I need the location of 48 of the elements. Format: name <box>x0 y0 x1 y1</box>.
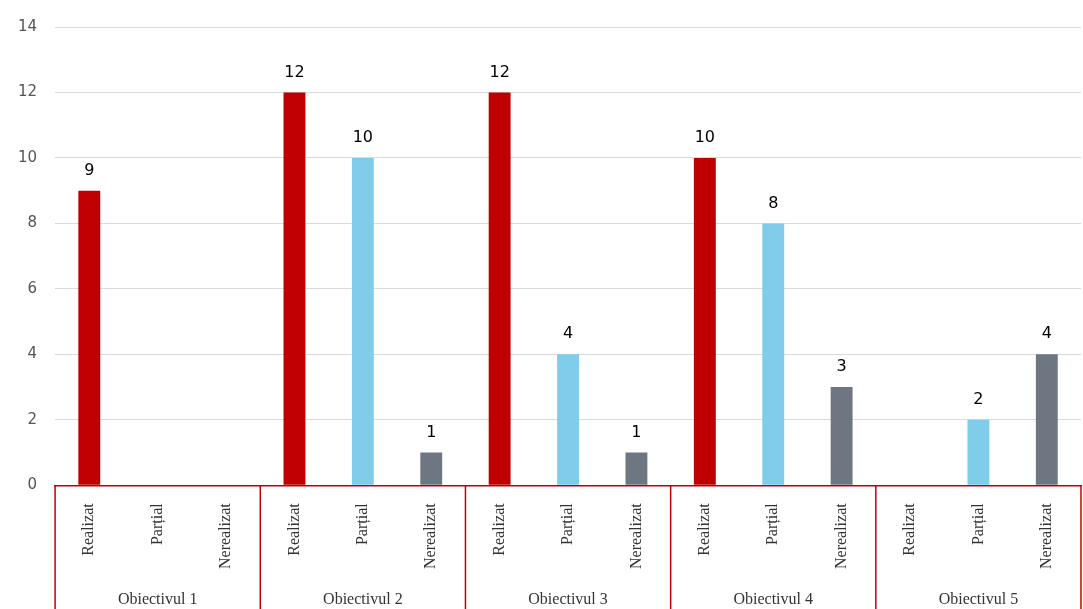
x-tick-label: Realizat <box>79 502 97 556</box>
data-label: 2 <box>973 388 984 408</box>
data-label: 4 <box>1041 323 1052 343</box>
x-tick-label: Realizat <box>900 502 918 556</box>
x-tick-label: Nerealizat <box>421 502 439 570</box>
x-tick-label: Nerealizat <box>216 502 234 570</box>
text: Obiectivul 4 <box>733 590 813 608</box>
bar <box>420 452 443 485</box>
x-tick-label: Parțial <box>147 502 166 546</box>
y-tick-label: 12 <box>17 82 38 101</box>
bar <box>967 419 990 485</box>
bar <box>830 387 853 485</box>
x-tick-label: Realizat <box>284 502 302 556</box>
data-label: 4 <box>562 323 574 343</box>
text: Obiectivul 5 <box>938 590 1019 608</box>
bar <box>762 223 785 485</box>
y-tick-label: 6 <box>27 278 38 297</box>
x-tick-label: Nerealizat <box>1037 502 1055 570</box>
data-label: 8 <box>768 192 779 212</box>
bar <box>557 354 579 485</box>
x-tick-label: Parțial <box>763 502 782 546</box>
x-tick-label: Realizat <box>489 502 507 556</box>
y-tick-label: 8 <box>27 213 38 232</box>
bar <box>1035 354 1058 485</box>
x-tick-label: Realizat <box>695 502 713 556</box>
text: Obiectivul 1 <box>117 590 198 608</box>
data-label: 1 <box>631 421 642 441</box>
data-label: 12 <box>489 61 510 81</box>
x-tick-label: Nerealizat <box>831 502 849 570</box>
data-label: 3 <box>836 356 847 376</box>
bar <box>351 157 374 485</box>
y-tick-label: 4 <box>27 344 38 363</box>
y-tick-label: 10 <box>17 147 38 166</box>
y-tick-label: 0 <box>27 475 38 494</box>
bar <box>625 452 648 485</box>
data-label: 12 <box>284 61 305 81</box>
x-tick-label: Parțial <box>558 502 577 546</box>
x-tick-label: Nerealizat <box>626 502 644 570</box>
text: Obiectivul 3 <box>528 590 608 608</box>
data-label: 1 <box>426 421 437 441</box>
data-label: 10 <box>694 127 716 147</box>
y-tick-label: 2 <box>27 409 38 428</box>
x-tick-label: Parțial <box>353 502 372 546</box>
data-label: 10 <box>352 127 374 147</box>
y-tick-label: 14 <box>17 16 38 35</box>
data-label: 9 <box>84 159 95 179</box>
x-tick-label: Parțial <box>968 502 987 546</box>
text: Obiectivul 2 <box>323 590 403 608</box>
